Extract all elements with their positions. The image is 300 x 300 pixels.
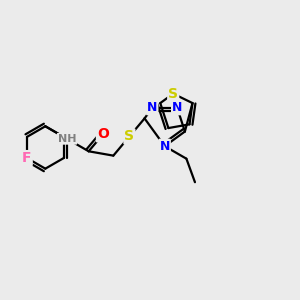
Text: O: O: [97, 128, 109, 141]
Text: S: S: [124, 130, 134, 143]
Text: N: N: [172, 101, 182, 114]
Text: N: N: [160, 140, 170, 153]
Text: NH: NH: [58, 134, 76, 144]
Text: F: F: [22, 151, 32, 165]
Text: S: S: [168, 87, 178, 101]
Text: N: N: [147, 101, 158, 114]
